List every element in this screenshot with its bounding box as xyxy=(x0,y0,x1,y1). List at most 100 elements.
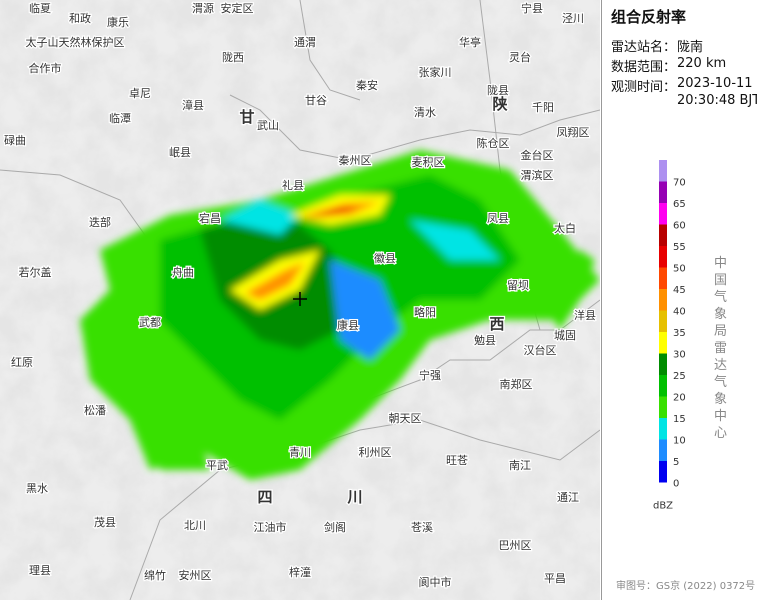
legend-swatch xyxy=(659,289,667,311)
place-label: 绵竹 xyxy=(144,568,166,582)
place-label: 宁县 xyxy=(521,1,543,15)
place-label: 剑阁 xyxy=(324,520,346,534)
place-label: 安州区 xyxy=(179,568,212,582)
place-label: 若尔盖 xyxy=(19,265,52,279)
legend-swatch xyxy=(659,181,667,203)
station-row: 雷达站名： 陇南 xyxy=(611,36,703,55)
province-label: 西 xyxy=(489,315,504,333)
legend-swatch xyxy=(659,267,667,289)
place-label: 洋县 xyxy=(574,308,596,322)
legend-label: 0 xyxy=(673,479,679,490)
place-label: 张家川 xyxy=(419,65,452,79)
place-label: 北川 xyxy=(184,519,206,532)
place-label: 宁强 xyxy=(419,368,441,382)
place-label: 旺苍 xyxy=(446,454,468,467)
place-label: 和政 xyxy=(69,11,91,25)
place-label: 临潭 xyxy=(109,111,131,125)
field-label: 数据范围： xyxy=(611,60,677,75)
place-label: 舟曲 xyxy=(172,265,194,279)
place-label: 华亭 xyxy=(459,35,481,49)
field-value: 陇南 xyxy=(677,40,704,55)
radar-echo xyxy=(80,150,600,480)
place-label: 凤翔区 xyxy=(557,125,590,139)
legend-swatch xyxy=(659,375,667,397)
place-label: 南江 xyxy=(509,459,531,472)
place-label: 康乐 xyxy=(107,15,129,29)
legend-swatch xyxy=(659,160,667,182)
place-label: 金台区 xyxy=(521,148,554,162)
legend-swatch xyxy=(659,310,667,332)
place-label: 梓潼 xyxy=(289,565,311,579)
province-label: 陕 xyxy=(492,95,507,113)
legend-swatch xyxy=(659,203,667,225)
place-label: 迭部 xyxy=(89,215,111,229)
place-label: 通渭 xyxy=(294,36,316,49)
legend-label: 20 xyxy=(673,393,686,404)
place-label: 礼县 xyxy=(282,178,304,192)
legend-label: 70 xyxy=(673,178,686,189)
legend-swatch xyxy=(659,246,667,268)
place-label: 麦积区 xyxy=(412,156,445,169)
place-label: 通江 xyxy=(557,491,579,504)
field-label: 观测时间： xyxy=(611,80,677,95)
place-label: 灵台 xyxy=(509,50,531,64)
place-label: 秦州区 xyxy=(339,153,372,167)
place-label: 清水 xyxy=(414,106,436,119)
legend-label: 55 xyxy=(673,242,686,253)
place-label: 凤县 xyxy=(487,212,509,225)
place-label: 利州区 xyxy=(359,446,392,459)
place-label: 陇县 xyxy=(487,83,509,97)
place-label: 漳县 xyxy=(182,98,204,112)
legend-swatch xyxy=(659,224,667,246)
place-label: 陇西 xyxy=(222,50,244,64)
field-value: 220 km xyxy=(677,56,727,71)
place-label: 甘谷 xyxy=(305,94,327,107)
place-label: 青川 xyxy=(289,446,311,459)
place-label: 留坝 xyxy=(507,278,529,292)
place-label: 朝天区 xyxy=(389,412,422,425)
place-label: 碌曲 xyxy=(4,134,26,147)
place-label: 理县 xyxy=(29,564,51,577)
time-row: 观测时间： 2023-10-11 20:30:48 BJT xyxy=(611,76,757,108)
place-label: 红原 xyxy=(11,356,33,369)
legend-label: 35 xyxy=(673,328,686,339)
legend-label: 25 xyxy=(673,371,686,382)
legend-label: 60 xyxy=(673,221,686,232)
place-label: 略阳 xyxy=(414,305,436,319)
place-label: 宕昌 xyxy=(199,211,221,225)
place-label: 勉县 xyxy=(474,333,496,347)
place-label: 武山 xyxy=(257,119,279,132)
legend-label: 50 xyxy=(673,264,686,275)
legend-label: 40 xyxy=(673,307,686,318)
field-value: 20:30:48 BJT xyxy=(677,93,757,108)
place-label: 徽县 xyxy=(374,251,396,265)
province-label: 川 xyxy=(346,488,362,506)
place-label: 巴州区 xyxy=(499,539,532,552)
place-label: 城固 xyxy=(554,329,576,342)
place-label: 陈仓区 xyxy=(477,136,510,150)
legend-label: 45 xyxy=(673,285,686,296)
footer: 审图号：GS京 (2022) 0372号 xyxy=(616,581,756,592)
legend: 0 5 10 15 20 25 30 35 40 45 50 55 60 65 70 dBZ xyxy=(653,160,686,512)
place-label: 泾川 xyxy=(562,12,584,25)
panel-title: 组合反射率 xyxy=(611,8,687,26)
legend-label: 65 xyxy=(673,199,686,210)
legend-unit: dBZ xyxy=(653,501,673,512)
legend-swatch xyxy=(659,396,667,418)
place-label: 临夏 xyxy=(29,1,51,15)
place-label: 松潘 xyxy=(84,403,106,417)
legend-label: 5 xyxy=(673,457,679,468)
place-label: 平武 xyxy=(206,459,228,472)
place-label: 平昌 xyxy=(544,572,566,585)
place-label: 武都 xyxy=(139,316,161,329)
place-label: 阆中市 xyxy=(419,575,452,589)
place-label: 茂县 xyxy=(94,515,116,529)
place-label: 渭滨区 xyxy=(521,168,554,182)
place-label: 康县 xyxy=(337,318,359,332)
place-label: 江油市 xyxy=(254,520,287,534)
legend-swatch xyxy=(659,439,667,461)
legend-label: 30 xyxy=(673,350,686,361)
legend-swatch xyxy=(659,418,667,440)
